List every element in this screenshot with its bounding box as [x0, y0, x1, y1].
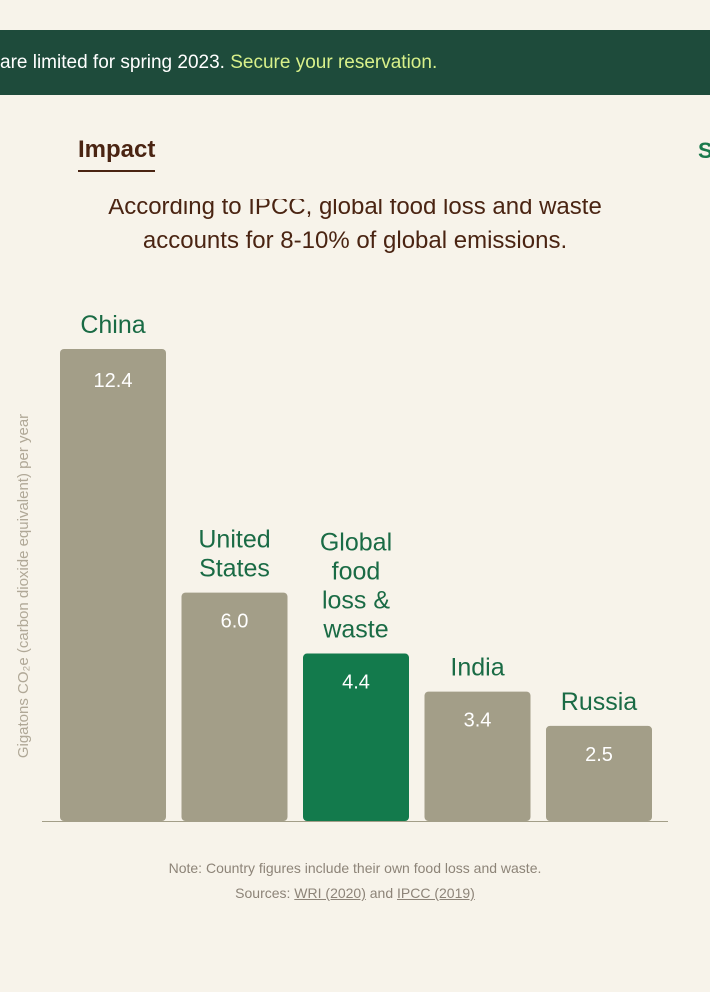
- category-label: States: [199, 555, 270, 583]
- headline-line-2: accounts for 8-10% of global emissions.: [142, 227, 568, 254]
- category-label: United: [198, 526, 270, 554]
- category-label: China: [80, 311, 145, 339]
- category-label: food: [332, 558, 381, 586]
- emissions-bar-chart: Gigatons CO₂e (carbon dioxide equivalent…: [15, 311, 668, 822]
- headline-line-1: According to IPCC, global food loss and …: [108, 199, 602, 220]
- sources-prefix: Sources:: [235, 885, 295, 901]
- category-label: loss &: [322, 587, 390, 615]
- bar-china: [60, 349, 166, 821]
- tab-impact[interactable]: Impact: [78, 136, 156, 172]
- category-label: India: [450, 654, 504, 682]
- source-link-ipcc[interactable]: IPCC (2019): [397, 885, 475, 901]
- sources-line: Sources: WRI (2020) and IPCC (2019): [0, 885, 710, 901]
- source-link-wri[interactable]: WRI (2020): [294, 885, 366, 901]
- banner-text: are limited for spring 2023.: [0, 52, 231, 73]
- announcement-banner: are limited for spring 2023. Secure your…: [0, 30, 710, 95]
- tab-next[interactable]: S: [698, 138, 710, 163]
- category-label: waste: [322, 616, 388, 644]
- bar-value-label: 2.5: [585, 744, 613, 766]
- bar-value-label: 6.0: [221, 611, 249, 633]
- y-axis-label: Gigatons CO₂e (carbon dioxide equivalent…: [15, 414, 32, 758]
- bar-india: [424, 691, 531, 821]
- headline: According to IPCC, global food loss and …: [0, 199, 710, 259]
- bar-value-label: 12.4: [94, 370, 133, 392]
- reservation-link[interactable]: Secure your reservation.: [230, 52, 438, 73]
- bar-value-label: 4.4: [342, 672, 370, 694]
- bar-value-label: 3.4: [464, 710, 492, 732]
- category-label: Russia: [561, 688, 638, 716]
- bar-united-states: [181, 592, 288, 821]
- sources-and: and: [365, 885, 398, 901]
- category-label: Global: [320, 529, 392, 557]
- bar-global-food-loss-waste: [303, 653, 409, 821]
- bar-russia: [546, 725, 652, 821]
- note-text: Note: Country figures include their own …: [168, 860, 542, 876]
